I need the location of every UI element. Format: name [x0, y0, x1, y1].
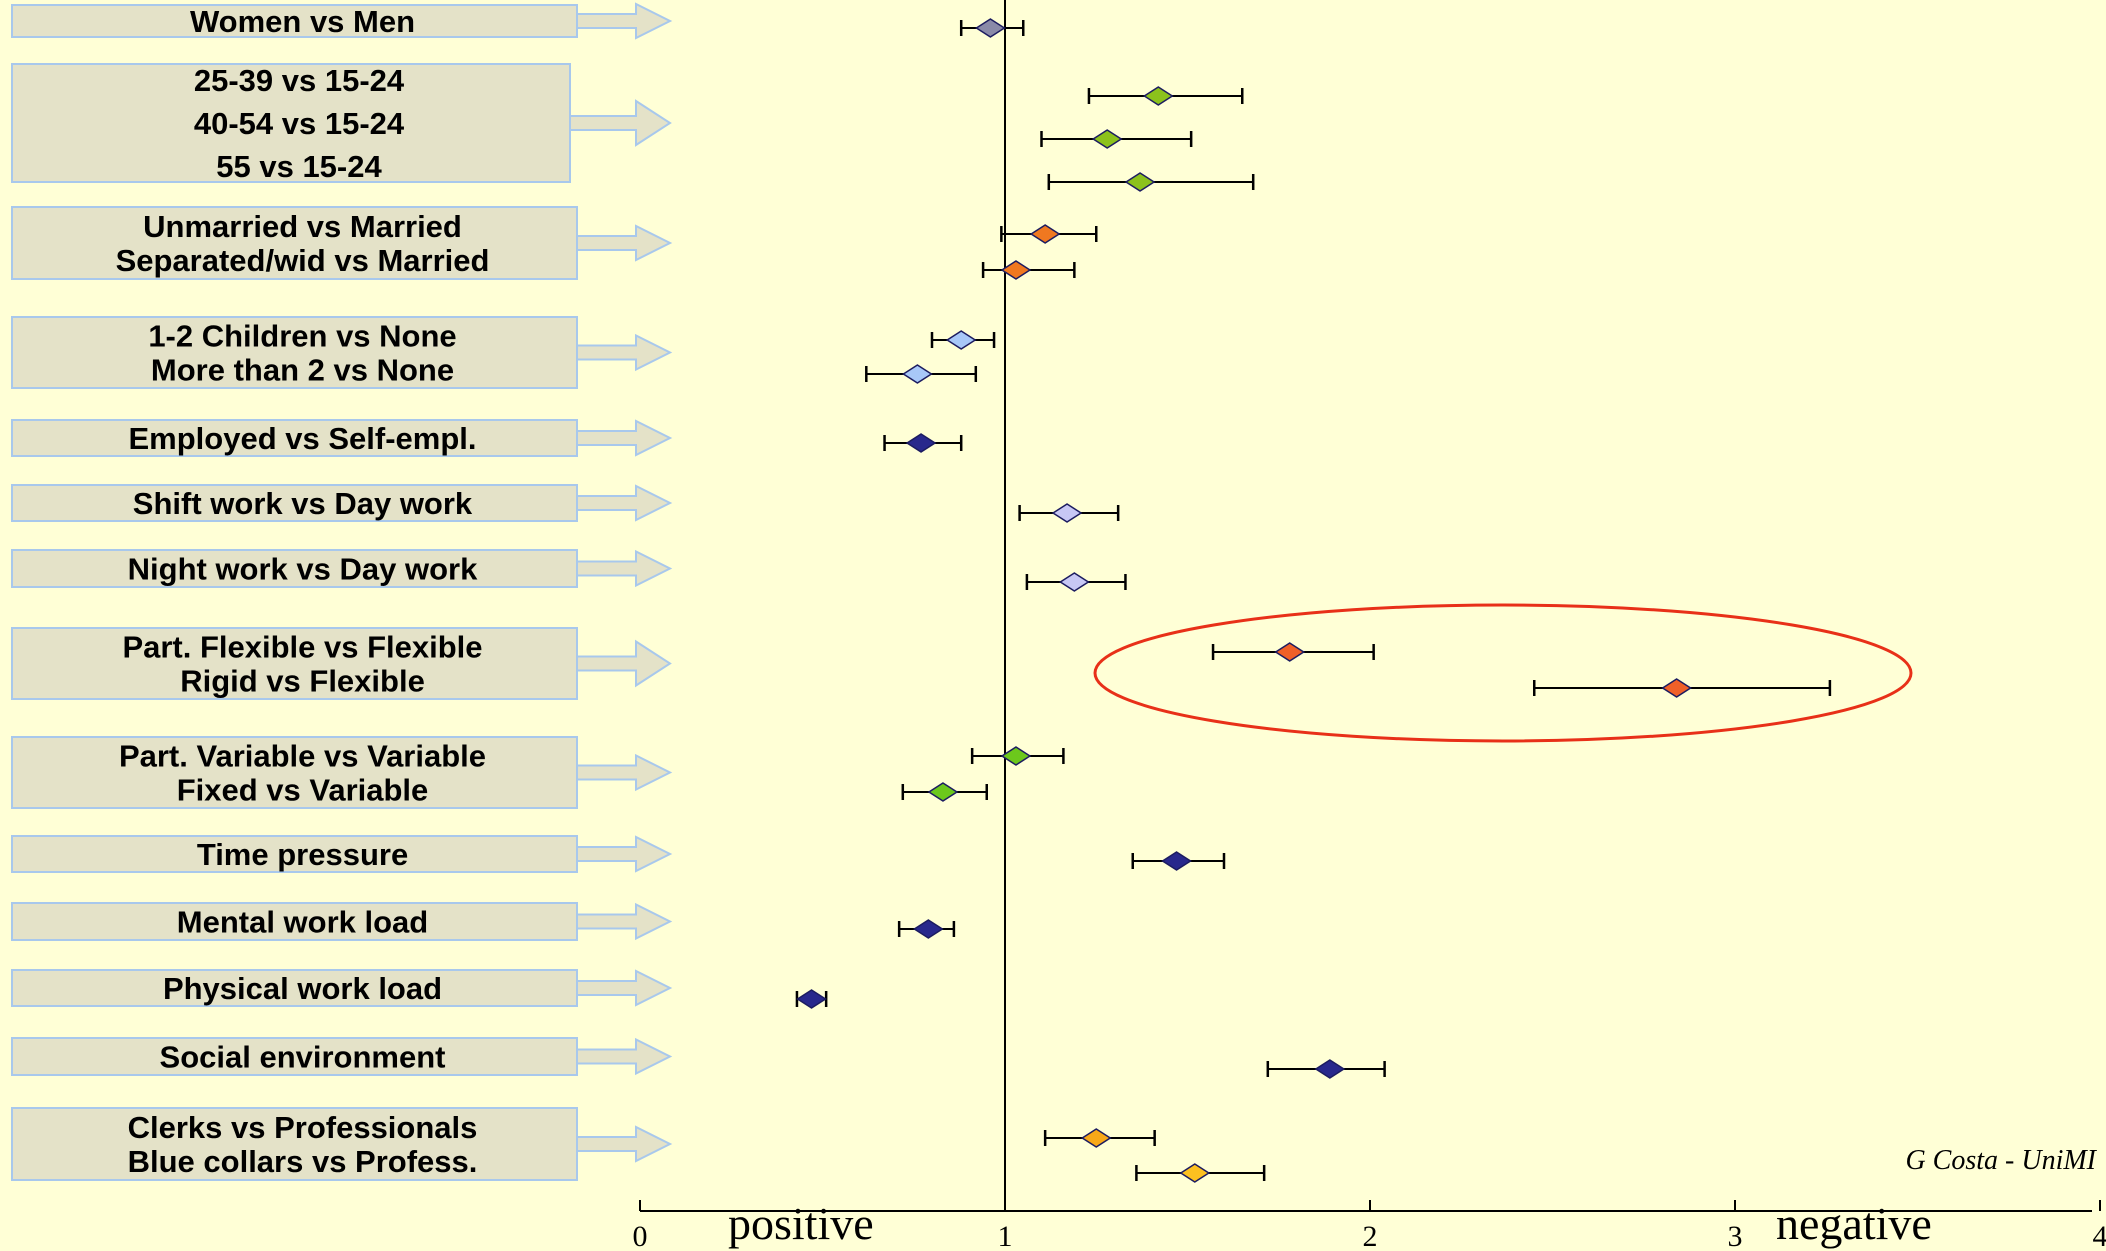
label-box [11, 1107, 578, 1181]
label-box [11, 736, 578, 809]
label-box [11, 206, 578, 280]
point-marker [902, 364, 933, 384]
row-label: Separated/wid vs Married [116, 243, 490, 278]
point-marker [927, 782, 959, 802]
row-label: Clerks vs Professionals [128, 1110, 478, 1145]
point-marker [1274, 642, 1306, 662]
row-label: Fixed vs Variable [177, 773, 429, 808]
point-marker [905, 433, 937, 453]
x-tick-label: 4 [2093, 1220, 2106, 1251]
point-marker [975, 18, 1006, 38]
x-tick-label: 0 [633, 1220, 648, 1251]
label-box [11, 4, 578, 38]
x-tick-label: 1 [998, 1220, 1013, 1251]
point-marker [1000, 746, 1032, 766]
label-boxes: Women vs Men 25-39 vs 15-24 40-54 vs 15-24… [11, 2, 673, 1181]
label-arrow [576, 902, 673, 941]
axis-text-negative: negative [1776, 1198, 1932, 1249]
label-box [11, 316, 578, 389]
x-ticks: 0 1 2 3 4 [633, 1200, 2106, 1251]
row-label: 25-39 vs 15-24 [194, 63, 405, 98]
row-label: Blue collars vs Profess. [128, 1144, 478, 1179]
row-label: Shift work vs Day work [133, 486, 473, 521]
point-marker [1314, 1059, 1346, 1079]
row-label: 55 vs 15-24 [216, 149, 382, 184]
label-arrow [576, 835, 673, 873]
x-tick-label: 3 [1728, 1220, 1743, 1251]
row-label: Mental work load [177, 905, 428, 940]
row-label: Employed vs Self-empl. [129, 421, 477, 456]
label-arrow [576, 1037, 673, 1076]
point-marker [1091, 129, 1123, 149]
point-marker [1661, 678, 1692, 698]
point-marker [1142, 86, 1174, 106]
label-arrow [576, 419, 673, 457]
highlight-ellipse [1093, 603, 1913, 743]
label-arrow [576, 639, 672, 688]
point-marker [1161, 851, 1192, 871]
row-label: Part. Flexible vs Flexible [122, 630, 482, 665]
label-box [11, 549, 578, 588]
row-label: More than 2 vs None [151, 353, 454, 388]
point-marker [1029, 224, 1061, 244]
x-tick-label: 2 [1363, 1220, 1378, 1251]
credit-text: G Costa - UniMI [1905, 1145, 2097, 1176]
point-marker [1179, 1163, 1211, 1183]
point-marker [945, 330, 977, 350]
point-marker [1058, 572, 1090, 592]
row-label: Part. Variable vs Variable [119, 739, 486, 774]
label-arrow [569, 99, 672, 147]
point-marker [1000, 260, 1032, 280]
label-arrow [576, 969, 673, 1007]
label-arrow [576, 753, 673, 792]
data-marks [795, 18, 1832, 1183]
row-label: Rigid vs Flexible [180, 664, 425, 699]
row-label: Night work vs Day work [128, 552, 478, 587]
point-marker [1124, 172, 1156, 192]
row-label: 1-2 Children vs None [148, 319, 456, 354]
point-marker [1051, 503, 1083, 523]
label-box [11, 63, 571, 183]
point-marker [912, 919, 944, 939]
point-marker [1080, 1128, 1112, 1148]
axis-text-positive: positive [728, 1198, 874, 1249]
row-label: 40-54 vs 15-24 [194, 106, 405, 141]
point-marker [796, 989, 827, 1009]
label-box [11, 484, 578, 522]
row-label: Women vs Men [190, 4, 415, 39]
row-label: Time pressure [197, 837, 408, 872]
label-arrow [576, 1125, 673, 1163]
row-label: Social environment [160, 1040, 446, 1075]
label-box [11, 1037, 578, 1076]
label-box [11, 627, 578, 700]
axes [640, 0, 2092, 1212]
label-arrow [576, 549, 673, 588]
row-label: Physical work load [163, 971, 442, 1006]
label-arrow [576, 484, 673, 522]
label-box [11, 419, 578, 457]
label-arrow [576, 333, 673, 372]
row-label: Unmarried vs Married [143, 209, 462, 244]
label-arrow [576, 2, 673, 40]
label-box [11, 969, 578, 1007]
label-box [11, 835, 578, 873]
label-arrow [576, 224, 673, 262]
